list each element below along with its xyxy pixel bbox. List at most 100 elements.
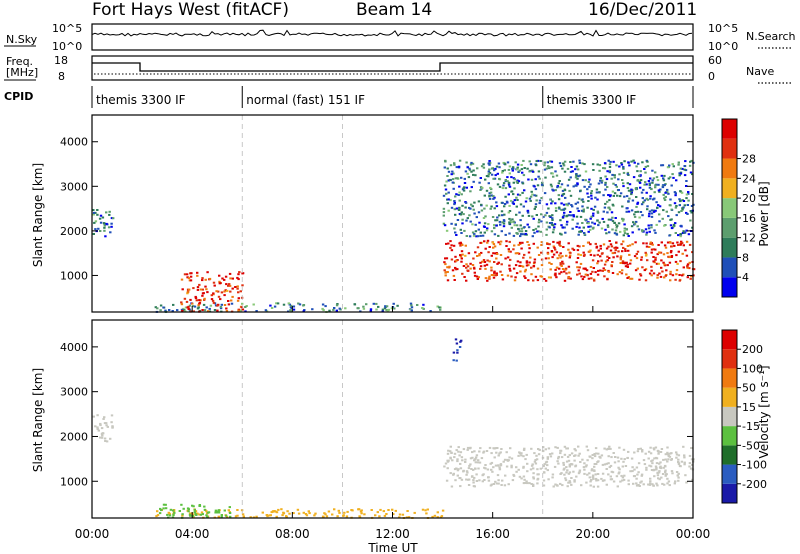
scatter-cell xyxy=(522,205,525,208)
scatter-cell xyxy=(585,464,588,467)
scatter-cell xyxy=(454,213,457,216)
scatter-cell xyxy=(490,461,494,464)
scatter-cell xyxy=(631,231,634,234)
scatter-cell xyxy=(225,516,229,519)
freq-label-1: Freq. xyxy=(6,55,33,68)
scatter-cell xyxy=(517,252,521,255)
scatter-cell xyxy=(450,258,454,261)
scatter-cell xyxy=(661,482,664,485)
scatter-cell xyxy=(678,204,681,207)
scatter-cell xyxy=(681,252,684,255)
scatter-cell xyxy=(533,452,536,455)
scatter-cell xyxy=(579,230,583,233)
scatter-cell xyxy=(572,214,575,217)
scatter-cell xyxy=(645,231,649,234)
scatter-cell xyxy=(569,251,572,254)
scatter-cell xyxy=(567,214,571,217)
x-axis-ticks: 00:00 04:00 08:00 12:00 16:00 20:00 00:00 xyxy=(75,306,710,541)
scatter-cell xyxy=(622,460,625,463)
scatter-cell xyxy=(540,264,544,267)
scatter-cell xyxy=(462,187,465,190)
scatter-cell xyxy=(476,461,480,464)
scatter-cell xyxy=(488,171,492,174)
scatter-cell xyxy=(486,239,490,242)
scatter-cell xyxy=(536,482,539,485)
scatter-cell xyxy=(621,269,624,272)
scatter-cell xyxy=(532,279,535,282)
scatter-cell xyxy=(594,196,597,199)
scatter-cell xyxy=(582,251,585,254)
scatter-cell xyxy=(527,214,531,217)
scatter-cell xyxy=(385,513,388,515)
scatter-cell xyxy=(616,456,620,459)
scatter-cell xyxy=(483,207,486,210)
scatter-cell xyxy=(544,279,548,282)
scatter-cell xyxy=(687,199,690,202)
scatter-cell xyxy=(593,254,596,257)
scatter-cell xyxy=(578,272,581,275)
scatter-cell xyxy=(458,191,461,194)
scatter-cell xyxy=(506,256,510,259)
scatter-cell xyxy=(465,263,468,266)
scatter-cell xyxy=(678,198,681,201)
scatter-cell xyxy=(587,277,591,280)
cpid-segments: themis 3300 IF normal (fast) 151 IF themis… xyxy=(96,86,636,108)
scatter-cell xyxy=(669,241,672,244)
scatter-cell xyxy=(684,474,687,477)
scatter-cell xyxy=(101,216,105,219)
scatter-cell xyxy=(629,190,633,193)
scatter-cell xyxy=(603,162,607,165)
scatter-cell xyxy=(614,184,617,186)
scatter-cell xyxy=(688,454,692,457)
scatter-cell xyxy=(559,263,562,266)
scatter-cell xyxy=(591,476,594,479)
scatter-cell xyxy=(469,207,472,210)
scatter-cell xyxy=(453,208,456,211)
scatter-cell xyxy=(338,307,341,310)
scatter-cell xyxy=(510,457,514,460)
scatter-cell xyxy=(498,214,501,217)
scatter-cell xyxy=(452,351,456,354)
scatter-cell xyxy=(532,467,535,470)
scatter-cell xyxy=(190,272,193,275)
scatter-cell xyxy=(640,258,643,261)
scatter-cell xyxy=(105,222,108,225)
scatter-cell xyxy=(576,183,579,186)
scatter-cell xyxy=(540,183,544,186)
scatter-cell xyxy=(611,203,614,206)
colorbar-tick-label: -200 xyxy=(742,478,767,491)
scatter-cell xyxy=(578,162,582,164)
scatter-cell xyxy=(460,232,463,234)
scatter-cell xyxy=(615,241,618,244)
colorbar-tick-label: 100 xyxy=(742,362,763,375)
scatter-cell xyxy=(230,302,234,305)
scatter-cell xyxy=(643,269,646,272)
scatter-cell xyxy=(509,447,512,450)
scatter-cell xyxy=(433,514,437,517)
scatter-cell xyxy=(271,510,275,513)
scatter-cell xyxy=(470,170,473,173)
scatter-cell xyxy=(422,303,425,306)
scatter-cell xyxy=(465,470,469,473)
scatter-cell xyxy=(609,447,612,450)
scatter-cell xyxy=(560,194,564,197)
scatter-cell xyxy=(635,220,638,223)
scatter-cell xyxy=(561,484,564,487)
scatter-cell xyxy=(102,418,105,420)
scatter-cell xyxy=(446,460,450,463)
scatter-cell xyxy=(522,449,526,451)
scatter-cell xyxy=(506,459,510,462)
scatter-cell xyxy=(512,248,515,251)
scatter-cell xyxy=(683,231,687,234)
scatter-cell xyxy=(667,177,670,180)
scatter-cell xyxy=(466,269,469,272)
scatter-cell xyxy=(478,253,481,255)
scatter-cell xyxy=(630,277,634,280)
scatter-cell xyxy=(360,512,363,515)
scatter-cell xyxy=(685,211,688,214)
velocity-cells xyxy=(92,338,695,519)
y-tick-label: 2000 xyxy=(60,430,88,443)
scatter-cell xyxy=(565,471,568,474)
scatter-cell xyxy=(570,214,573,217)
